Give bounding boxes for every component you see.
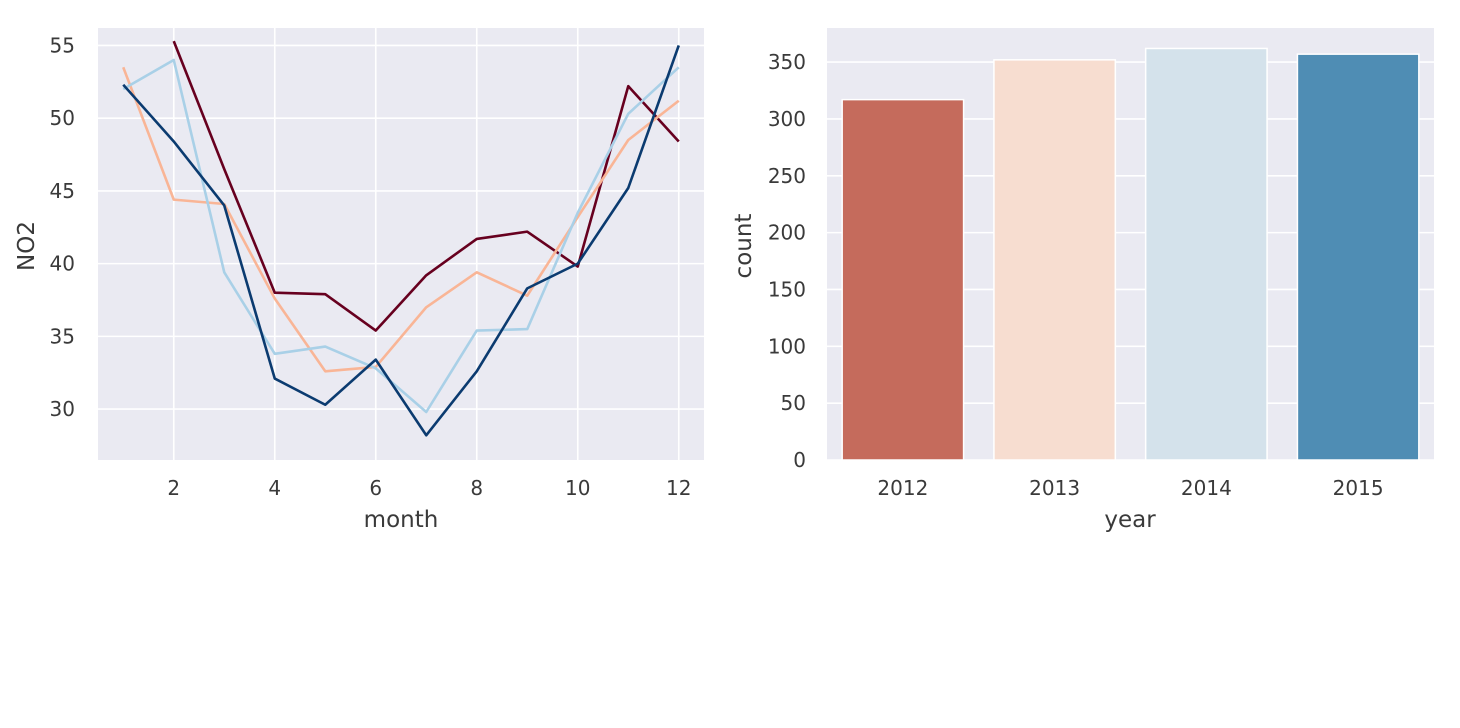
bar-x-axis-label: year [1104,507,1156,533]
line-series-2 [122,66,680,373]
y-tick-label: 40 [50,252,75,276]
x-tick-label: 2015 [1333,476,1384,500]
line-x-ticks: 2 4 6 8 10 12 [167,476,691,500]
line-y-axis-label: NO2 [14,221,40,271]
line-series-group [122,40,680,437]
bar-y-ticks: 0 50 100 150 200 250 300 350 [768,50,806,472]
line-y-ticks: 30 35 40 45 50 55 [50,33,75,421]
y-tick-label: 30 [50,397,75,421]
line-chart-panel: 2 4 6 8 10 12 30 35 40 45 50 55 month NO2 [14,28,704,533]
y-tick-label: 35 [50,324,75,348]
bar-y-axis-label: count [731,214,757,279]
bar-2013 [993,59,1117,461]
bar-x-ticks: 2012 2013 2014 2015 [877,476,1383,500]
y-tick-label: 300 [768,107,806,131]
x-tick-label: 4 [268,476,281,500]
bar-2012 [841,98,965,461]
x-tick-label: 6 [369,476,382,500]
bar-2015 [1296,53,1420,461]
y-tick-label: 350 [768,50,806,74]
x-tick-label: 2 [167,476,180,500]
y-tick-label: 55 [50,33,75,57]
x-tick-label: 10 [565,476,590,500]
line-x-axis-label: month [364,507,439,533]
line-series-1 [172,40,680,332]
line-plot-area [98,28,704,460]
y-tick-label: 50 [50,106,75,130]
x-tick-label: 2012 [877,476,928,500]
x-tick-label: 2013 [1029,476,1080,500]
x-tick-label: 2014 [1181,476,1232,500]
y-tick-label: 50 [781,391,806,415]
bar-series-group [841,47,1420,461]
x-tick-label: 8 [470,476,483,500]
bar-chart-panel: 2012 2013 2014 2015 0 50 100 150 200 250 300 350 y… [731,28,1434,533]
line-series-3 [122,58,680,414]
y-tick-label: 150 [768,277,806,301]
line-series-4 [122,45,680,437]
y-tick-label: 250 [768,164,806,188]
y-tick-label: 200 [768,221,806,245]
y-tick-label: 45 [50,179,75,203]
line-gridlines [98,28,704,460]
x-tick-label: 12 [666,476,691,500]
y-tick-label: 100 [768,334,806,358]
y-tick-label: 0 [793,448,806,472]
bar-2014 [1144,47,1268,461]
